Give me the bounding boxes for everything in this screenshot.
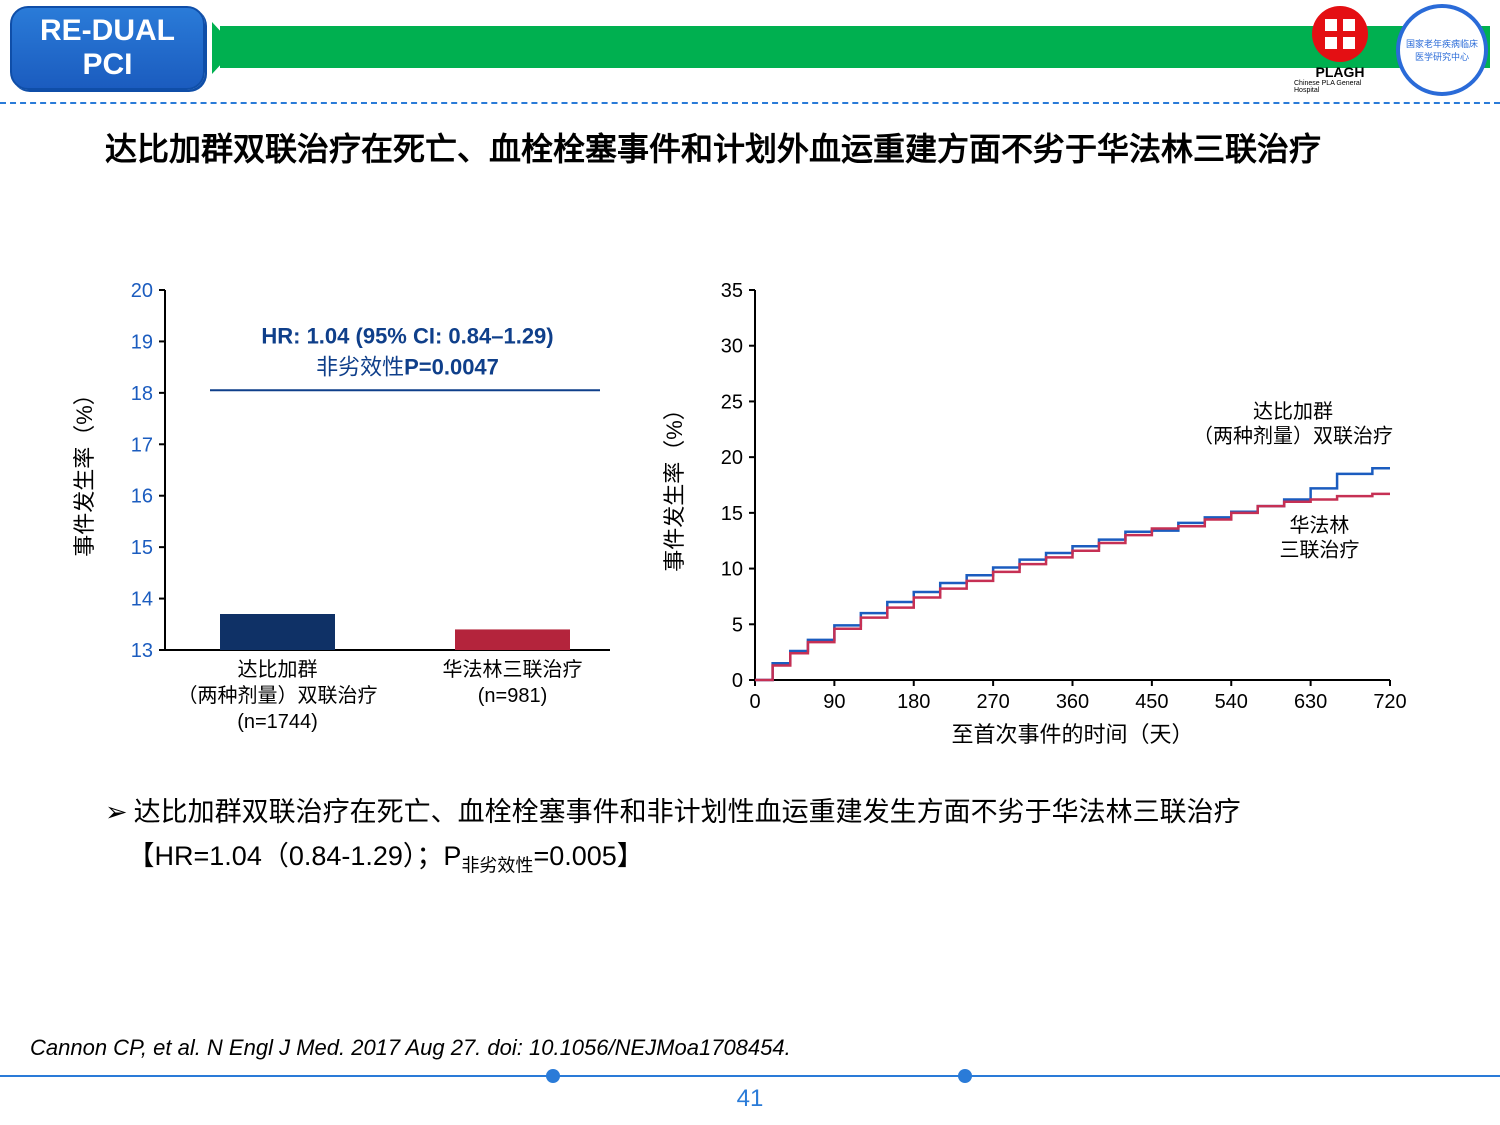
svg-text:（两种剂量）双联治疗: （两种剂量）双联治疗 — [178, 684, 378, 707]
svg-text:0: 0 — [749, 691, 760, 713]
slide-header: RE-DUAL PCI PLAGH Chinese PLA General Ho… — [0, 0, 1500, 100]
svg-text:450: 450 — [1135, 691, 1168, 713]
svg-text:18: 18 — [131, 383, 153, 405]
bullet-icon: ➢ — [105, 797, 128, 827]
svg-text:事件发生率（%）: 事件发生率（%） — [662, 398, 687, 572]
header-divider — [0, 102, 1500, 104]
svg-text:35: 35 — [721, 280, 743, 302]
svg-text:15: 15 — [721, 503, 743, 525]
line-chart: 0 5 10 15 20 25 30 35 0 90 180 270 360 450 540 630 720 达比… — [660, 270, 1410, 770]
svg-text:30: 30 — [721, 336, 743, 358]
svg-text:10: 10 — [721, 559, 743, 581]
svg-text:非劣效性P=0.0047: 非劣效性P=0.0047 — [316, 354, 499, 379]
svg-text:(n=1744): (n=1744) — [237, 711, 318, 733]
svg-text:HR: 1.04 (95% CI: 0.84–1.29): HR: 1.04 (95% CI: 0.84–1.29) — [261, 323, 553, 348]
svg-text:720: 720 — [1373, 691, 1406, 713]
svg-text:14: 14 — [131, 589, 153, 611]
charts-row: 1314151617181920达比加群（两种剂量）双联治疗(n=1744)华法… — [70, 270, 1430, 770]
svg-text:华法林三联治疗: 华法林三联治疗 — [443, 658, 583, 681]
svg-text:630: 630 — [1294, 691, 1327, 713]
footer-dot-icon — [958, 1069, 972, 1083]
svg-text:20: 20 — [721, 447, 743, 469]
svg-text:达比加群: 达比加群 — [238, 658, 318, 681]
plagh-logo-icon: PLAGH Chinese PLA General Hospital — [1294, 4, 1386, 96]
svg-text:0: 0 — [732, 670, 743, 692]
svg-text:19: 19 — [131, 331, 153, 353]
svg-text:5: 5 — [732, 614, 743, 636]
geriatric-center-logo-icon: 国家老年疾病临床医学研究中心 — [1396, 4, 1488, 96]
svg-text:至首次事件的时间（天）: 至首次事件的时间（天） — [951, 722, 1193, 747]
citation: Cannon CP, et al. N Engl J Med. 2017 Aug… — [30, 1035, 791, 1061]
svg-text:三联治疗: 三联治疗 — [1279, 538, 1359, 561]
svg-text:180: 180 — [897, 691, 930, 713]
svg-text:540: 540 — [1215, 691, 1248, 713]
svg-text:13: 13 — [131, 640, 153, 662]
svg-text:华法林: 华法林 — [1289, 514, 1349, 537]
svg-text:360: 360 — [1056, 691, 1089, 713]
slide-title: 达比加群双联治疗在死亡、血栓栓塞事件和计划外血运重建方面不劣于华法林三联治疗 — [105, 128, 1370, 170]
badge-arrow-icon — [212, 22, 236, 74]
svg-text:270: 270 — [976, 691, 1009, 713]
bullet-text: ➢达比加群双联治疗在死亡、血栓栓塞事件和非计划性血运重建发生方面不劣于华法林三联… — [105, 790, 1400, 887]
svg-text:90: 90 — [823, 691, 845, 713]
svg-text:25: 25 — [721, 391, 743, 413]
svg-text:16: 16 — [131, 486, 153, 508]
footer-dot-icon — [546, 1069, 560, 1083]
bar-chart: 13 14 15 16 17 18 19 20 达比加群 （两种剂量）双联治疗 (n=1744) 华法… — [70, 270, 630, 770]
svg-text:15: 15 — [131, 537, 153, 559]
svg-text:事件发生率（%）: 事件发生率（%） — [72, 383, 97, 557]
svg-text:20: 20 — [131, 280, 153, 302]
page-number: 41 — [0, 1085, 1500, 1113]
footer-line — [0, 1075, 1500, 1077]
svg-text:(n=981): (n=981) — [478, 685, 548, 707]
svg-text:（两种剂量）双联治疗: （两种剂量）双联治疗 — [1193, 425, 1393, 448]
svg-text:17: 17 — [131, 434, 153, 456]
svg-text:达比加群: 达比加群 — [1253, 400, 1333, 423]
badge-line2: PCI — [40, 48, 175, 82]
logo-group: PLAGH Chinese PLA General Hospital 国家老年疾… — [1294, 4, 1488, 96]
badge-line1: RE-DUAL — [40, 14, 175, 48]
trial-badge: RE-DUAL PCI — [10, 6, 205, 90]
